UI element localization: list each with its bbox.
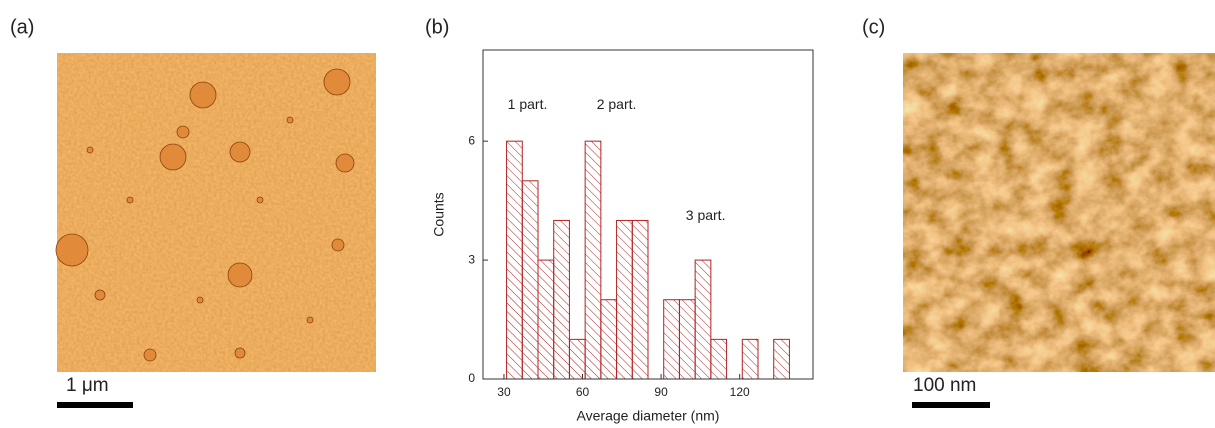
- y-tick-label: 0: [468, 371, 475, 385]
- x-tick-label: 30: [497, 385, 511, 399]
- afm-particles: [55, 68, 355, 362]
- afm-texture: [57, 53, 376, 372]
- bar: [568, 338, 586, 380]
- bar: [741, 338, 759, 380]
- annotation: 1 part.: [508, 96, 548, 112]
- annotation: 3 part.: [686, 207, 726, 223]
- plot-frame: [482, 49, 814, 380]
- y-axis-label: Counts: [431, 192, 447, 236]
- scale-bar-label: 100 nm: [913, 375, 976, 396]
- y-tick-label: 6: [468, 133, 475, 147]
- bar: [537, 259, 555, 380]
- panel-label: (b): [425, 16, 449, 38]
- x-tick-label: 90: [654, 385, 668, 399]
- bar: [553, 219, 570, 380]
- x-tick-label: 60: [576, 385, 590, 399]
- scale-bar: [912, 402, 990, 408]
- y-tick-label: 3: [468, 252, 475, 266]
- bar: [600, 299, 618, 380]
- x-axis-label: Average diameter (nm): [577, 408, 720, 424]
- bar: [710, 338, 728, 380]
- bar: [773, 338, 790, 380]
- bar: [694, 259, 712, 380]
- scale-bar-label: 1 μm: [66, 375, 109, 396]
- bar: [584, 140, 602, 380]
- afm-texture: [903, 53, 1215, 372]
- bar: [631, 219, 649, 380]
- bar: [663, 299, 680, 380]
- bar: [521, 180, 539, 380]
- bar: [506, 140, 523, 380]
- scale-bar: [57, 402, 133, 408]
- panel-label: (c): [862, 16, 885, 38]
- annotation: 2 part.: [597, 96, 637, 112]
- x-tick-label: 120: [730, 385, 750, 399]
- bar: [616, 219, 633, 380]
- bar: [678, 299, 696, 380]
- panel-label: (a): [10, 16, 34, 38]
- histogram: 30 60 90 120 0 3 6 Average diameter (nm) Counts 1…: [431, 49, 814, 424]
